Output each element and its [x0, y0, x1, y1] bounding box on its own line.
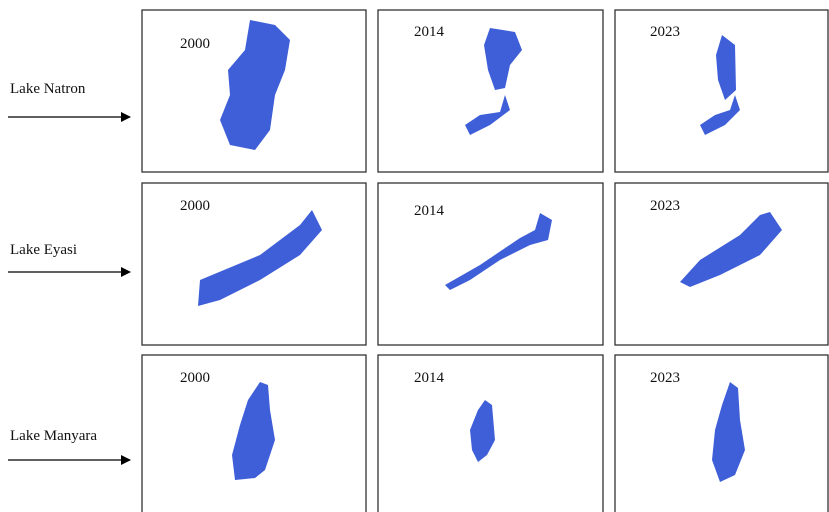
lake-extent	[232, 382, 275, 480]
lake-extent	[198, 210, 322, 306]
year-label: 2023	[650, 198, 680, 214]
lake-extent	[712, 382, 745, 482]
year-label: 2000	[180, 36, 210, 52]
row-label: Lake Manyara	[10, 428, 97, 444]
year-label: 2014	[414, 370, 445, 386]
lake-extent	[680, 212, 782, 287]
lake-extent	[465, 28, 522, 135]
lake-extent	[700, 35, 740, 135]
row-label: Lake Natron	[10, 81, 86, 97]
map-panel	[614, 9, 829, 173]
lake-extent	[470, 400, 495, 462]
row-label: Lake Eyasi	[10, 242, 77, 258]
lake-extent	[220, 20, 290, 150]
year-label: 2023	[650, 370, 680, 386]
year-label: 2014	[414, 203, 445, 219]
year-label: 2000	[180, 198, 210, 214]
lake-extent	[445, 213, 552, 290]
year-label: 2023	[650, 24, 680, 40]
year-label: 2000	[180, 370, 210, 386]
year-label: 2014	[414, 24, 445, 40]
